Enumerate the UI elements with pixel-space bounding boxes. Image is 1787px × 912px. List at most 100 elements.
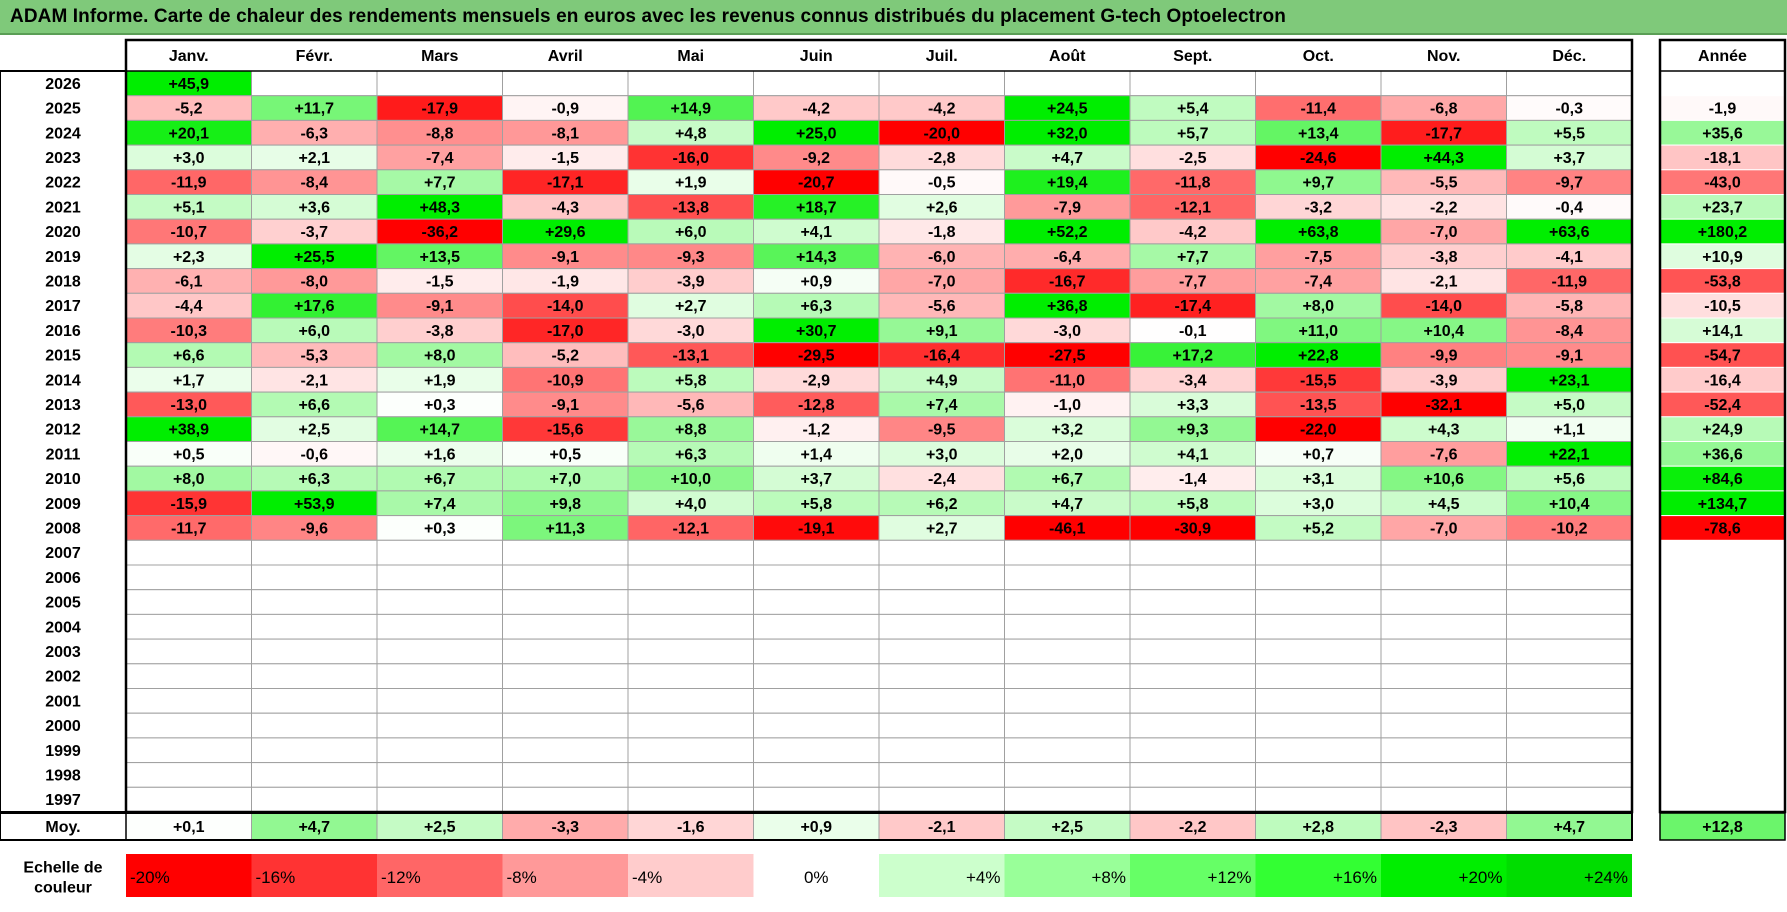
heat-cell [251,786,378,813]
heat-cell [251,613,378,640]
heat-cell-value: -1,4 [1179,471,1207,488]
heat-cell-value: +1,6 [424,446,456,463]
heat-cell [1129,441,1256,467]
scale-label-4: -4% [632,868,662,887]
heat-cell-value: -0,3 [1555,101,1583,118]
heat-cell [878,490,1005,517]
annual-cell [1660,713,1785,738]
heat-cell-value: +24,5 [1047,101,1088,118]
heat-cell [1255,95,1382,121]
month-header-6: Juin [800,48,833,65]
average-annual-value: +12,8 [1702,819,1743,836]
heat-cell-value: -5,2 [175,101,203,118]
annual-cell [1660,565,1785,590]
heat-cell [1255,292,1382,319]
month-header-11: Nov. [1427,48,1460,65]
heat-cell-value: -1,0 [1053,397,1081,414]
heat-cell [753,218,880,245]
heat-cell [1380,786,1507,813]
heat-cell [502,564,629,591]
heat-cell [251,564,378,591]
heat-cell [1380,490,1507,517]
heat-cell [1129,490,1256,517]
heat-cell-value: -16,7 [1049,273,1086,290]
heat-cell [878,391,1005,418]
heat-cell [1380,539,1507,566]
heat-cell-value: -17,7 [1426,125,1463,142]
heat-cell [251,539,378,566]
heat-cell-value: +0,5 [173,446,205,463]
average-cell-value: -2,2 [1179,819,1207,836]
heat-cell-value: -2,1 [1430,273,1458,290]
heat-cell [502,317,629,344]
heat-cell [627,589,754,615]
heat-cell [502,712,629,739]
heat-cell-value: -16,4 [924,348,961,365]
heat-cell [753,490,880,517]
heat-cell-value: -16,0 [673,150,710,167]
heat-cell-value: -36,2 [422,224,459,241]
heat-cell [251,391,378,418]
scale-swatch [126,854,252,897]
heat-cell [1380,218,1507,245]
heat-cell [125,688,252,714]
heat-cell [376,762,503,788]
heat-cell [1255,391,1382,418]
heat-cell [502,515,629,541]
heat-cell [1506,688,1633,714]
heat-cell [251,490,378,517]
heat-cell [1506,342,1633,368]
scale-swatch [753,854,879,897]
heat-cell-value: +17,2 [1173,348,1214,365]
annual-cell [1659,292,1786,319]
heat-cell [1004,564,1131,591]
year-label-2007: 2007 [45,545,81,562]
heat-cell [1380,663,1507,689]
annual-cell [1660,71,1785,96]
heat-cell-value: -12,8 [798,397,835,414]
scale-label-11: +24% [1584,868,1628,887]
heat-cell-value: +3,1 [1302,471,1334,488]
heat-cell [878,589,1005,615]
heat-cell [125,589,252,615]
heat-cell-value: +3,2 [1051,422,1083,439]
heat-cell [878,292,1005,319]
heat-cell-value: -24,6 [1300,150,1337,167]
heat-cell-value: +10,4 [1549,496,1590,513]
heat-cell [1255,366,1382,393]
heat-cell-value: +48,3 [420,199,461,216]
heat-cell-value: -5,6 [928,298,956,315]
annual-cell [1659,169,1786,196]
heat-cell [125,762,252,788]
year-label-2013: 2013 [45,397,81,414]
annual-cell [1660,663,1785,689]
heat-cell [1129,712,1256,739]
heat-cell [1129,638,1256,665]
heat-cell-value: -7,5 [1304,249,1332,266]
heat-cell [878,539,1005,566]
heat-cell-value: +63,6 [1549,224,1590,241]
scale-label-8: +12% [1208,868,1252,887]
heat-cell-value: +1,9 [424,372,456,389]
heat-cell [1129,663,1256,689]
year-label-2004: 2004 [45,619,81,636]
scale-label-2: -12% [381,868,421,887]
heat-cell [1129,762,1256,788]
heat-cell-value: +3,0 [1302,496,1334,513]
heat-cell-value: -17,9 [422,101,459,118]
annual-cell-value: +36,6 [1702,446,1743,463]
chart-title: ADAM Informe. Carte de chaleur des rende… [10,6,1286,27]
heat-cell-value: +6,3 [298,471,330,488]
heat-cell-value: +5,4 [1177,101,1209,118]
scale-label-3: -8% [507,868,537,887]
heat-cell [251,638,378,665]
heat-cell [627,539,754,566]
scale-label-9: +16% [1333,868,1377,887]
heat-cell-value: +44,3 [1424,150,1465,167]
heat-cell-value: -7,6 [1430,446,1458,463]
average-cell-value: -1,6 [677,819,705,836]
heat-cell [1506,95,1633,121]
heat-cell [376,441,503,467]
year-label-2012: 2012 [45,422,81,439]
heat-cell [1506,737,1633,764]
